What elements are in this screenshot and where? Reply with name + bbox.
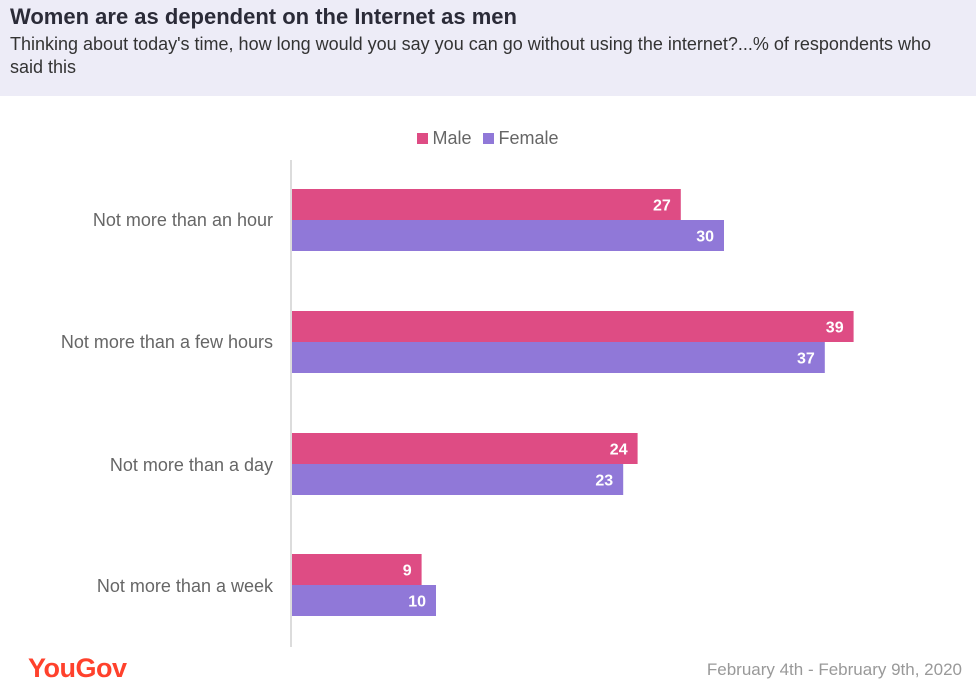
legend-swatch-female xyxy=(483,132,495,144)
bar-female-3 xyxy=(292,585,436,616)
chart-legend: Male Female xyxy=(0,126,976,150)
chart-subtitle: Thinking about today's time, how long wo… xyxy=(10,34,931,77)
bar-female-1 xyxy=(292,342,825,373)
data-label-female-1: 37 xyxy=(797,351,815,368)
legend-item-male: Male xyxy=(417,128,471,149)
legend-label-female: Female xyxy=(498,127,559,148)
bar-male-2 xyxy=(292,433,638,464)
bar-male-1 xyxy=(292,311,854,342)
data-label-male-0: 27 xyxy=(653,198,671,215)
data-label-female-0: 30 xyxy=(696,229,714,246)
data-label-female-2: 23 xyxy=(595,473,613,490)
bar-male-3 xyxy=(292,554,422,585)
header-banner: Women are as dependent on the Internet a… xyxy=(0,0,976,96)
category-label-week: Not more than a week xyxy=(96,576,273,596)
bar-female-2 xyxy=(292,464,624,495)
chart-title: Women are as dependent on the Internet a… xyxy=(10,4,517,29)
legend-label-male: Male xyxy=(432,127,472,148)
data-label-male-1: 39 xyxy=(826,320,844,337)
category-label-day: Not more than a day xyxy=(109,455,273,475)
date-range: February 4th - February 9th, 2020 xyxy=(706,660,962,679)
legend-swatch-male xyxy=(417,132,429,144)
category-label-hour: Not more than an hour xyxy=(92,210,273,230)
legend-item-female: Female xyxy=(483,127,559,149)
data-label-male-2: 24 xyxy=(610,442,628,459)
bar-male-0 xyxy=(292,189,681,220)
yougov-logo: YouGov xyxy=(28,653,127,683)
data-label-male-3: 9 xyxy=(403,563,412,580)
bar-female-0 xyxy=(292,220,724,251)
data-label-female-3: 10 xyxy=(408,594,426,611)
category-label-few-hours: Not more than a few hours xyxy=(60,332,273,352)
